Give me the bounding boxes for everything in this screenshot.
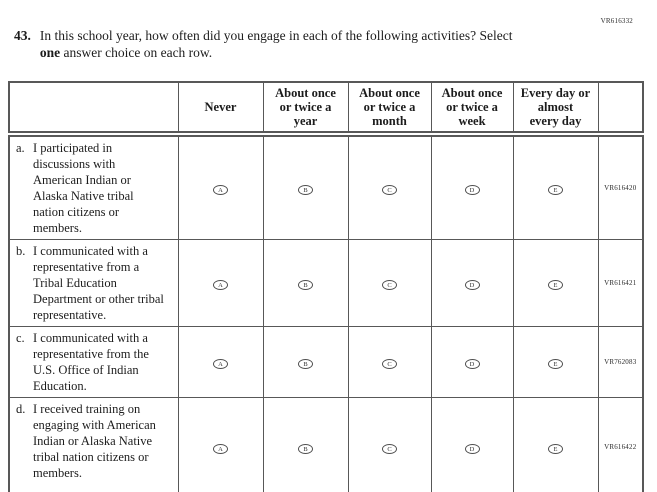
row-code-a: VR616420 xyxy=(597,133,644,240)
bubble-d-daily[interactable]: E xyxy=(548,443,563,454)
row-code-b: VR616421 xyxy=(597,239,644,327)
option-cell-c-year: B xyxy=(262,326,349,398)
option-cell-d-month: C xyxy=(347,397,432,492)
bubble-b-daily[interactable]: E xyxy=(548,280,563,290)
column-header-once-twice-month: About once or twice a month xyxy=(347,81,432,137)
table-row-b: b. I communicated with a representative … xyxy=(8,239,644,327)
option-cell-a-daily: E xyxy=(512,133,599,240)
column-header-every-day: Every day or almost every day xyxy=(512,81,599,137)
question-text-bold-word: one xyxy=(39,45,61,60)
bubble-d-month[interactable]: C xyxy=(382,443,397,454)
answer-matrix-table: Never About once or twice a year About o… xyxy=(8,81,644,492)
statement-cell-a: a. I participated in discussions with Am… xyxy=(8,133,179,240)
option-cell-d-daily: E xyxy=(512,397,599,492)
row-statement-a: I participated in discussions with Ameri… xyxy=(33,141,134,235)
bubble-a-year[interactable]: B xyxy=(298,185,313,195)
option-cell-a-never: A xyxy=(177,133,264,240)
option-cell-a-week: D xyxy=(430,133,514,240)
question-stem: 43. In this school year, how often did y… xyxy=(14,27,589,61)
option-cell-b-week: D xyxy=(430,239,514,327)
column-header-once-twice-week: About once or twice a week xyxy=(430,81,514,137)
row-letter-d: d. xyxy=(16,402,26,416)
option-cell-c-daily: E xyxy=(512,326,599,398)
row-statement-b: I communicated with a representative fro… xyxy=(33,244,164,322)
table-row-c: c. I communicated with a representative … xyxy=(8,326,644,398)
bubble-b-month[interactable]: C xyxy=(382,280,397,290)
header-row: Never About once or twice a year About o… xyxy=(8,81,644,137)
bubble-b-year[interactable]: B xyxy=(298,280,313,290)
option-cell-b-month: C xyxy=(347,239,432,327)
option-cell-b-never: A xyxy=(177,239,264,327)
option-cell-d-never: A xyxy=(177,397,264,492)
question-variable-code: VR616332 xyxy=(600,17,633,25)
bubble-a-month[interactable]: C xyxy=(382,185,397,195)
option-cell-c-week: D xyxy=(430,326,514,398)
row-letter-c: c. xyxy=(16,331,25,345)
statement-cell-c: c. I communicated with a representative … xyxy=(8,326,179,398)
option-cell-a-month: C xyxy=(347,133,432,240)
bubble-c-year[interactable]: B xyxy=(298,359,313,369)
bubble-a-never[interactable]: A xyxy=(213,185,228,195)
bubble-d-never[interactable]: A xyxy=(213,443,228,454)
row-code-d: VR616422 xyxy=(597,397,644,492)
bubble-d-year[interactable]: B xyxy=(298,443,313,454)
bubble-b-week[interactable]: D xyxy=(464,280,480,290)
row-statement-c: I communicated with a representative fro… xyxy=(33,331,149,393)
bubble-b-never[interactable]: A xyxy=(213,280,228,290)
question-text: In this school year, how often did you e… xyxy=(40,27,513,61)
table-row-a: a. I participated in discussions with Am… xyxy=(8,133,644,240)
row-code-c: VR762083 xyxy=(597,326,644,398)
option-cell-d-week: D xyxy=(430,397,514,492)
option-cell-c-month: C xyxy=(347,326,432,398)
code-column-header xyxy=(597,81,644,137)
column-header-once-twice-year: About once or twice a year xyxy=(262,81,349,137)
option-cell-b-year: B xyxy=(262,239,349,327)
option-cell-a-year: B xyxy=(262,133,349,240)
question-text-line1: In this school year, how often did you e… xyxy=(39,28,513,43)
bubble-a-daily[interactable]: E xyxy=(548,185,563,195)
table-row-d: d. I received training on engaging with … xyxy=(8,397,644,492)
row-statement-d: I received training on engaging with Ame… xyxy=(33,402,156,480)
column-header-never: Never xyxy=(177,81,264,137)
option-cell-c-never: A xyxy=(177,326,264,398)
bubble-d-week[interactable]: D xyxy=(464,443,480,454)
statement-cell-b: b. I communicated with a representative … xyxy=(8,239,179,327)
bubble-c-month[interactable]: C xyxy=(382,359,397,369)
bubble-c-never[interactable]: A xyxy=(213,359,228,369)
question-number: 43. xyxy=(14,28,31,43)
question-text-line2: answer choice on each row. xyxy=(60,45,213,60)
option-cell-b-daily: E xyxy=(512,239,599,327)
option-cell-d-year: B xyxy=(262,397,349,492)
bubble-c-daily[interactable]: E xyxy=(548,359,563,369)
statement-column-header xyxy=(8,81,179,137)
bubble-c-week[interactable]: D xyxy=(464,359,480,369)
row-letter-a: a. xyxy=(16,141,25,155)
row-letter-b: b. xyxy=(16,244,26,258)
statement-cell-d: d. I received training on engaging with … xyxy=(8,397,179,492)
bubble-a-week[interactable]: D xyxy=(464,185,480,195)
